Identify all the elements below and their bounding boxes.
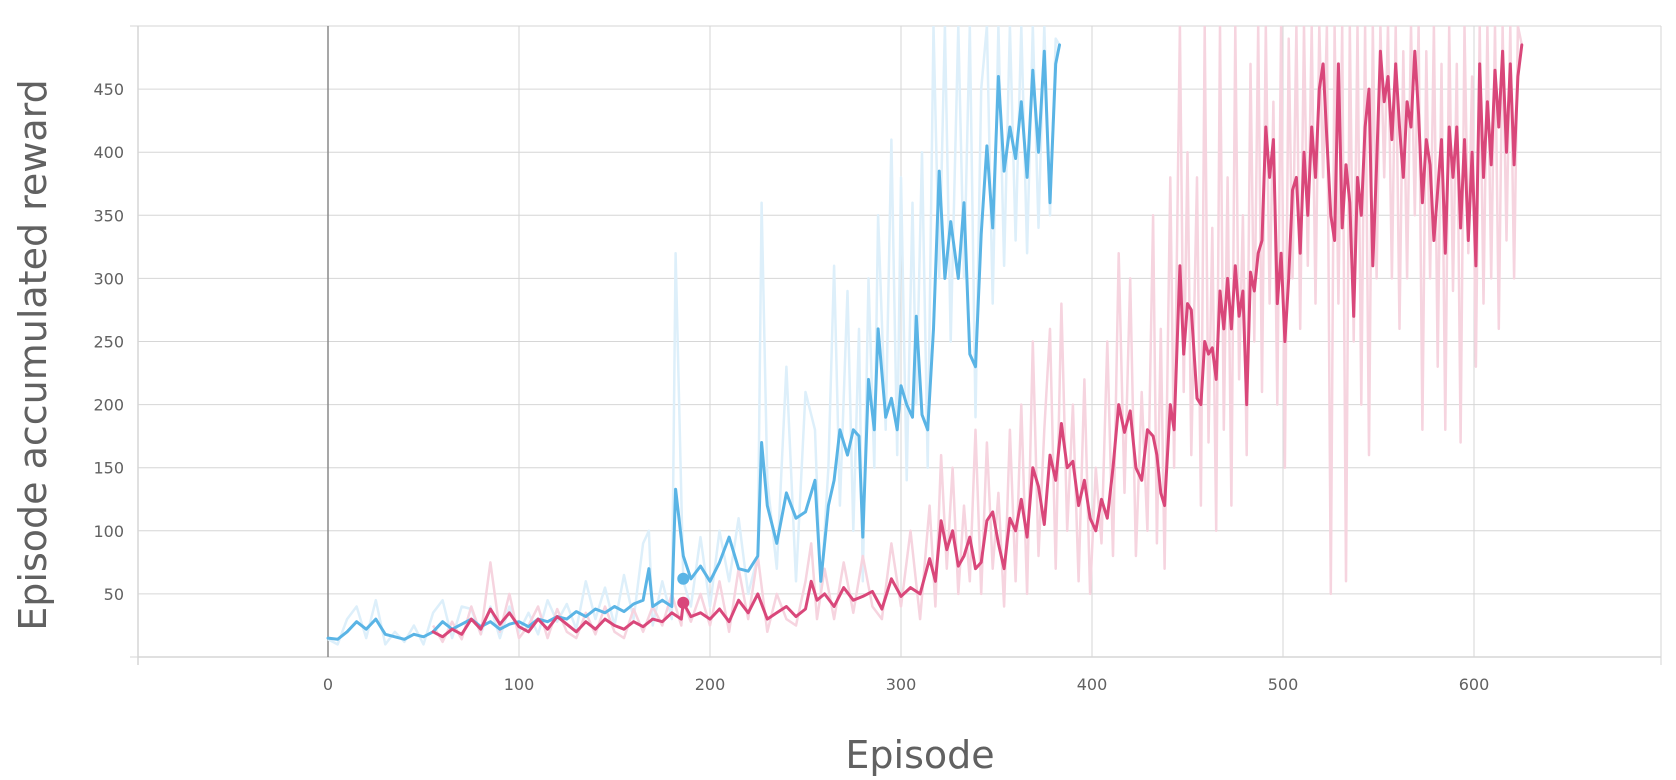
y-tick-label: 200 [93,396,124,415]
y-tick-label: 400 [93,143,124,162]
series-1-raw-line [327,26,1061,646]
y-tick-label: 150 [93,459,124,478]
x-tick-label: 300 [886,675,917,694]
series-smoothed-layer [326,43,1524,641]
y-tick-label: 450 [93,80,124,99]
x-axis-title: Episode [845,733,994,777]
y-tick-label: 250 [93,333,124,352]
series-2-marker[interactable] [677,596,690,609]
series-1-marker[interactable] [677,572,690,585]
y-tick-label: 50 [104,585,124,604]
y-tick-label: 300 [93,269,124,288]
series-2-smoothed-line [431,43,1524,639]
marker-layer [677,572,690,609]
series-raw-layer [327,26,1524,646]
y-tick-label: 100 [93,522,124,541]
x-tick-label: 200 [695,675,726,694]
x-tick-label: 500 [1268,675,1299,694]
x-tick-label: 100 [504,675,535,694]
y-tick-label: 350 [93,206,124,225]
tick-labels: 50 100 150 200 250 300 350 400 450 0 100 200 300 400 5… [93,80,1489,694]
x-tick-label: 0 [323,675,333,694]
y-axis-title: Episode accumulated reward [11,79,55,631]
x-tick-label: 400 [1077,675,1108,694]
x-tick-label: 600 [1459,675,1490,694]
